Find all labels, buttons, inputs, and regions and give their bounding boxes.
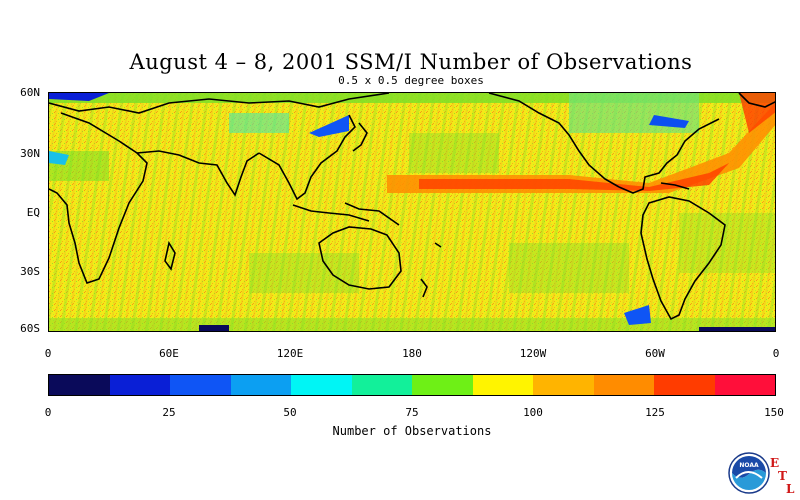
colorbar-swatch-5	[351, 375, 412, 395]
lon-label-60w: 60W	[645, 347, 665, 360]
colorbar-swatch-2	[170, 375, 231, 395]
colorbar-swatch-1	[109, 375, 170, 395]
colorbar	[48, 374, 776, 396]
colorbar-tick-100: 100	[523, 406, 543, 419]
coast-greenland	[738, 93, 775, 108]
coast-east-asia	[258, 114, 356, 201]
colorbar-tick-75: 75	[405, 406, 419, 419]
noaa-logo-text: NOAA	[739, 462, 759, 469]
lon-label-0: 0	[44, 347, 52, 360]
lon-label-0-right: 0	[772, 347, 780, 360]
chart-subtitle: 0.5 x 0.5 degree boxes	[338, 74, 484, 87]
colorbar-swatch-3	[230, 375, 291, 395]
colorbar-tick-125: 125	[645, 406, 665, 419]
coast-australia	[318, 226, 402, 290]
colorbar-tick-25: 25	[162, 406, 176, 419]
etl-letter-l: L	[786, 482, 795, 496]
coast-caribbean	[660, 182, 690, 190]
colorbar-swatch-6	[412, 375, 473, 395]
lon-label-180: 180	[402, 347, 422, 360]
lat-label-60n: 60N	[20, 86, 40, 99]
lat-label-30n: 30N	[20, 147, 40, 160]
coast-eurasia-north	[49, 93, 390, 114]
noaa-logo-icon: NOAA	[728, 452, 770, 494]
colorbar-swatch-8	[533, 375, 594, 395]
colorbar-tick-50: 50	[283, 406, 297, 419]
colorbar-swatch-4	[291, 375, 352, 395]
lat-label-30s: 30S	[20, 265, 40, 278]
coast-africa	[49, 112, 148, 284]
coast-new-zealand	[420, 278, 428, 298]
coast-japan	[352, 122, 368, 152]
colorbar-swatch-7	[472, 375, 533, 395]
colorbar-tick-150: 150	[764, 406, 784, 419]
etl-letter-e: E	[770, 456, 780, 470]
coast-madagascar	[164, 240, 176, 271]
chart-title: August 4 – 8, 2001 SSM/I Number of Obser…	[129, 50, 693, 74]
coast-north-america-east	[618, 118, 720, 194]
lon-label-120e: 120E	[276, 347, 304, 360]
coast-indonesia	[292, 204, 370, 222]
colorbar-swatch-11	[714, 375, 775, 395]
colorbar-swatch-10	[654, 375, 715, 395]
colorbar-swatch-0	[49, 375, 110, 395]
coast-north-america-west	[488, 93, 620, 188]
coast-south-asia	[136, 150, 260, 197]
map-svg	[49, 93, 775, 331]
lat-label-eq: EQ	[26, 206, 40, 219]
coastlines	[49, 93, 775, 321]
lon-label-120w: 120W	[519, 347, 547, 360]
coast-south-america	[640, 196, 726, 321]
coast-new-guinea	[344, 202, 400, 226]
low-count-areas	[49, 93, 775, 331]
colorbar-swatch-9	[593, 375, 654, 395]
coast-pacific-islands	[434, 242, 442, 248]
lon-label-60e: 60E	[159, 347, 179, 360]
colorbar-tick-0: 0	[44, 406, 52, 419]
lat-label-60s: 60S	[20, 322, 40, 335]
etl-letter-t: T	[778, 469, 787, 483]
colorbar-title: Number of Observations	[332, 424, 492, 438]
map-plot-area	[48, 92, 776, 332]
